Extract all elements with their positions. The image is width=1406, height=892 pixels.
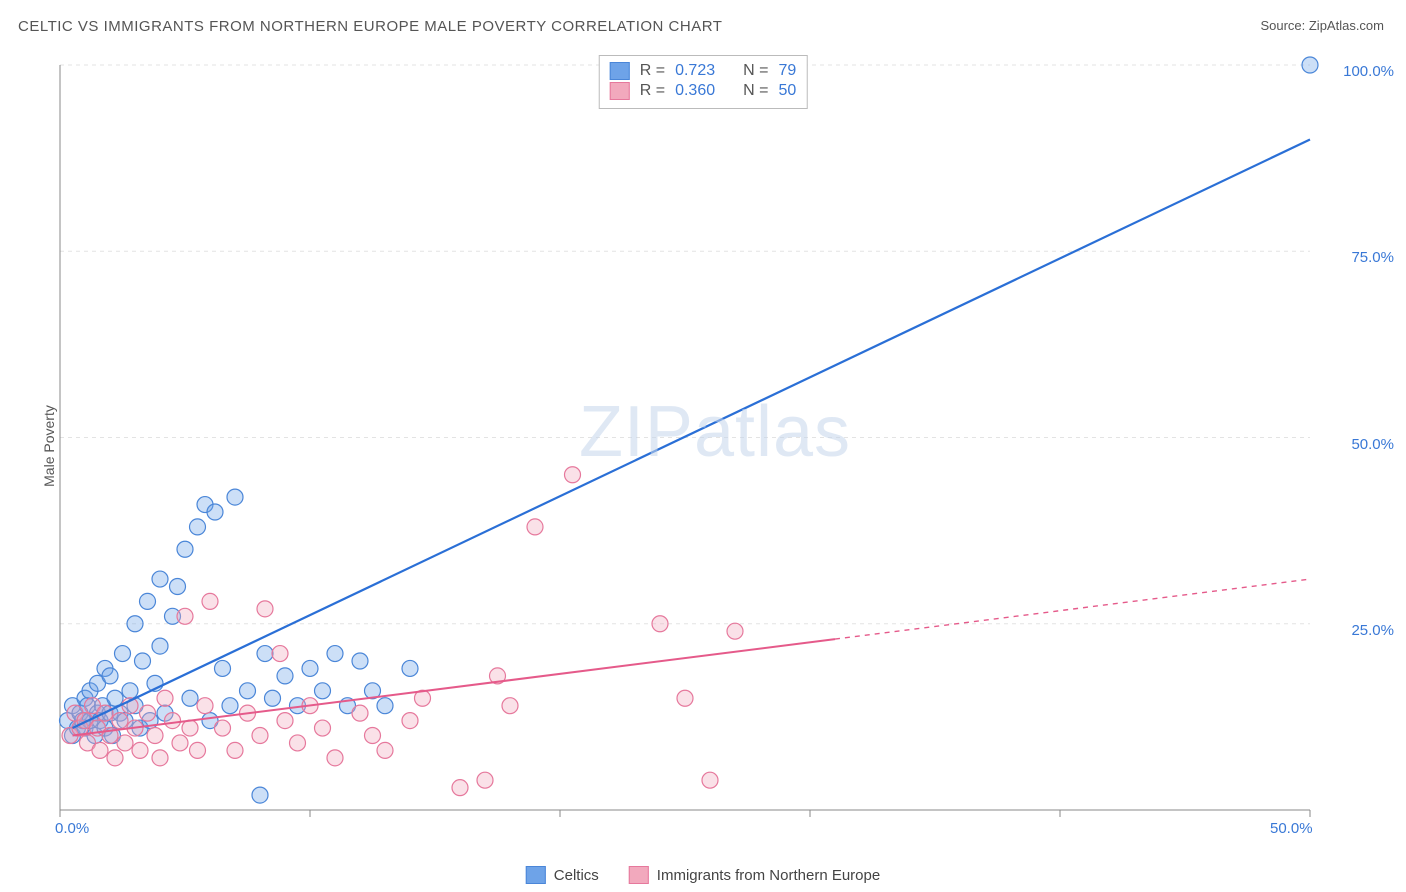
r-label: R =: [640, 62, 665, 80]
bottom-legend: Celtics Immigrants from Northern Europe: [526, 866, 880, 884]
legend-item-celtics: Celtics: [526, 866, 599, 884]
y-tick-label: 75.0%: [1351, 249, 1394, 266]
r-value-celtics: 0.723: [675, 62, 715, 80]
source-prefix: Source:: [1260, 18, 1308, 33]
swatch-immigrants-icon: [629, 866, 649, 884]
source-name: ZipAtlas.com: [1309, 18, 1384, 33]
n-value-immigrants: 50: [778, 82, 796, 100]
stats-row-immigrants: R = 0.360 N = 50: [610, 82, 797, 100]
n-value-celtics: 79: [778, 62, 796, 80]
swatch-celtics-icon: [526, 866, 546, 884]
stats-legend: R = 0.723 N = 79 R = 0.360 N = 50: [599, 55, 808, 109]
stats-row-celtics: R = 0.723 N = 79: [610, 62, 797, 80]
legend-item-immigrants: Immigrants from Northern Europe: [629, 866, 880, 884]
n-label: N =: [743, 82, 768, 100]
legend-label-celtics: Celtics: [554, 867, 599, 884]
swatch-immigrants: [610, 82, 630, 100]
x-tick-label: 0.0%: [55, 820, 89, 837]
n-label: N =: [743, 62, 768, 80]
swatch-celtics: [610, 62, 630, 80]
r-label: R =: [640, 82, 665, 100]
r-value-immigrants: 0.360: [675, 82, 715, 100]
y-tick-label: 100.0%: [1343, 63, 1394, 80]
y-tick-label: 50.0%: [1351, 436, 1394, 453]
source-attribution: Source: ZipAtlas.com: [1260, 18, 1384, 33]
plot-area: ZIPatlas: [50, 55, 1380, 840]
legend-label-immigrants: Immigrants from Northern Europe: [657, 867, 880, 884]
y-tick-label: 25.0%: [1351, 622, 1394, 639]
scatter-chart: [50, 55, 1380, 840]
chart-title: CELTIC VS IMMIGRANTS FROM NORTHERN EUROP…: [18, 18, 722, 35]
x-tick-label: 50.0%: [1270, 820, 1313, 837]
